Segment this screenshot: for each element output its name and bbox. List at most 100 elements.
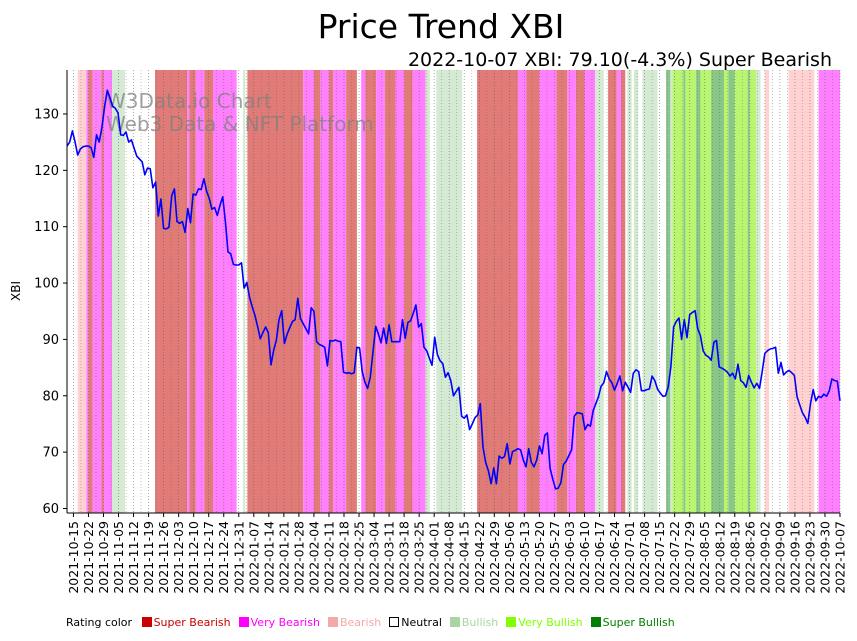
legend-item-neutral: Neutral [383,616,442,629]
band-very_bearish [92,70,102,513]
band-very_bearish [395,70,405,513]
legend-label: Bearish [339,616,382,629]
x-tick-label: 2022-05-06 [502,521,517,594]
legend-swatch [590,617,601,627]
legend-item-super_bullish: Super Bullish [585,616,675,629]
band-super_bearish [608,70,617,513]
chart-title: Price Trend XBI [318,7,565,46]
band-bullish [425,70,430,513]
x-tick-label: 2022-08-19 [727,521,742,594]
x-tick-label: 2021-12-10 [186,521,201,594]
x-tick-label: 2021-12-31 [231,521,246,594]
x-tick-label: 2022-07-22 [667,521,682,594]
y-axis-label: XBI [9,281,23,301]
band-very_bearish [567,70,576,513]
x-tick-label: 2022-08-12 [712,521,727,594]
x-tick-label: 2022-04-29 [487,521,502,594]
x-tick-label: 2022-10-07 [833,521,848,594]
band-super_bullish [728,70,735,513]
x-tick-label: 2022-09-16 [787,521,802,594]
legend-swatch [141,617,152,627]
band-super_bearish [365,70,377,513]
band-bearish [764,70,770,513]
legend-swatch [449,617,460,627]
band-super_bullish [696,70,701,513]
x-tick-label: 2022-05-13 [517,521,532,594]
x-tick-label: 2021-10-29 [96,521,111,594]
x-tick-label: 2022-09-30 [817,521,832,594]
series-line [66,89,841,490]
axes [66,70,840,514]
rating-bands [77,70,840,513]
rating-legend: Rating color Super Bearish Very Bearish Be… [66,616,677,629]
band-super_bearish [556,70,568,513]
band-very_bullish [700,70,712,513]
x-tick-label: 2022-07-29 [682,521,697,594]
legend-swatch [327,617,338,627]
y-tick-label: 130 [34,107,59,122]
band-very_bullish [672,70,684,513]
band-super_bearish [526,70,540,513]
y-tick-label: 90 [42,333,59,348]
band-very_bearish [361,70,366,513]
band-super_bearish [88,70,93,513]
band-very_bearish [320,70,329,513]
legend-item-very_bullish: Very Bullish [500,616,583,629]
band-very_bearish [187,70,190,513]
legend-swatch [389,617,400,627]
x-tick-label: 2022-01-21 [276,521,291,594]
chart-subtitle: 2022-10-07 XBI: 79.10(-4.3%) Super Beari… [408,49,832,71]
x-tick-label: 2022-09-09 [772,521,787,594]
band-bullish [112,70,125,513]
x-tick-label: 2021-11-26 [156,521,171,594]
band-very_bullish [734,70,748,513]
band-very_bearish [818,70,840,513]
x-tick-label: 2022-01-07 [246,521,261,594]
x-axis-ticks: 2021-10-15 2021-10-22 2021-10-29 2021-11-05… [66,513,848,594]
x-tick-label: 2022-04-08 [442,521,457,594]
x-tick-label: 2022-08-26 [742,521,757,594]
x-tick-label: 2021-11-19 [141,521,156,594]
legend-item-bearish: Bearish [322,616,381,629]
band-super_bearish [247,70,304,513]
band-super_bearish [101,70,104,513]
x-tick-label: 2022-04-15 [457,521,472,594]
legend-item-super_bearish: Super Bearish [136,616,231,629]
band-very_bearish [517,70,527,513]
band-very_bearish [412,70,426,513]
band-very_bearish [213,70,237,513]
band-very_bearish [333,70,347,513]
band-very_bearish [376,70,385,513]
band-very_bullish [749,70,757,513]
legend-label: Neutral [401,616,442,629]
x-tick-label: 2022-07-08 [637,521,652,594]
x-tick-label: 2022-04-22 [472,521,487,594]
band-very_bearish [86,70,89,513]
x-tick-label: 2022-09-23 [802,521,817,594]
band-super_bearish [575,70,585,513]
legend-swatch [238,617,249,627]
x-tick-label: 2021-12-24 [216,521,231,594]
x-tick-label: 2021-12-03 [171,521,186,594]
y-tick-label: 100 [34,277,59,292]
y-axis-ticks: 60 70 80 90 100 110 120 130 [34,107,67,517]
y-tick-label: 80 [42,389,59,404]
band-super_bearish [313,70,321,513]
x-gridlines [73,70,841,513]
watermark-line-2: Web3 Data & NFT Platform [106,112,374,136]
band-very_bearish [303,70,314,513]
x-tick-label: 2021-11-12 [126,521,141,594]
x-tick-label: 2022-02-25 [352,521,367,594]
x-tick-label: 2021-12-17 [201,521,216,594]
series-xbi [66,89,841,490]
legend-label: Bullish [461,616,499,629]
band-very_bearish [103,70,113,513]
x-tick-label: 2022-06-24 [607,521,622,594]
band-very_bullish [724,70,729,513]
x-tick-label: 2022-02-11 [321,521,336,594]
band-very_bearish [539,70,557,513]
x-tick-label: 2022-02-04 [306,521,321,594]
x-tick-label: 2021-11-05 [111,521,126,594]
band-bullish [756,70,761,513]
